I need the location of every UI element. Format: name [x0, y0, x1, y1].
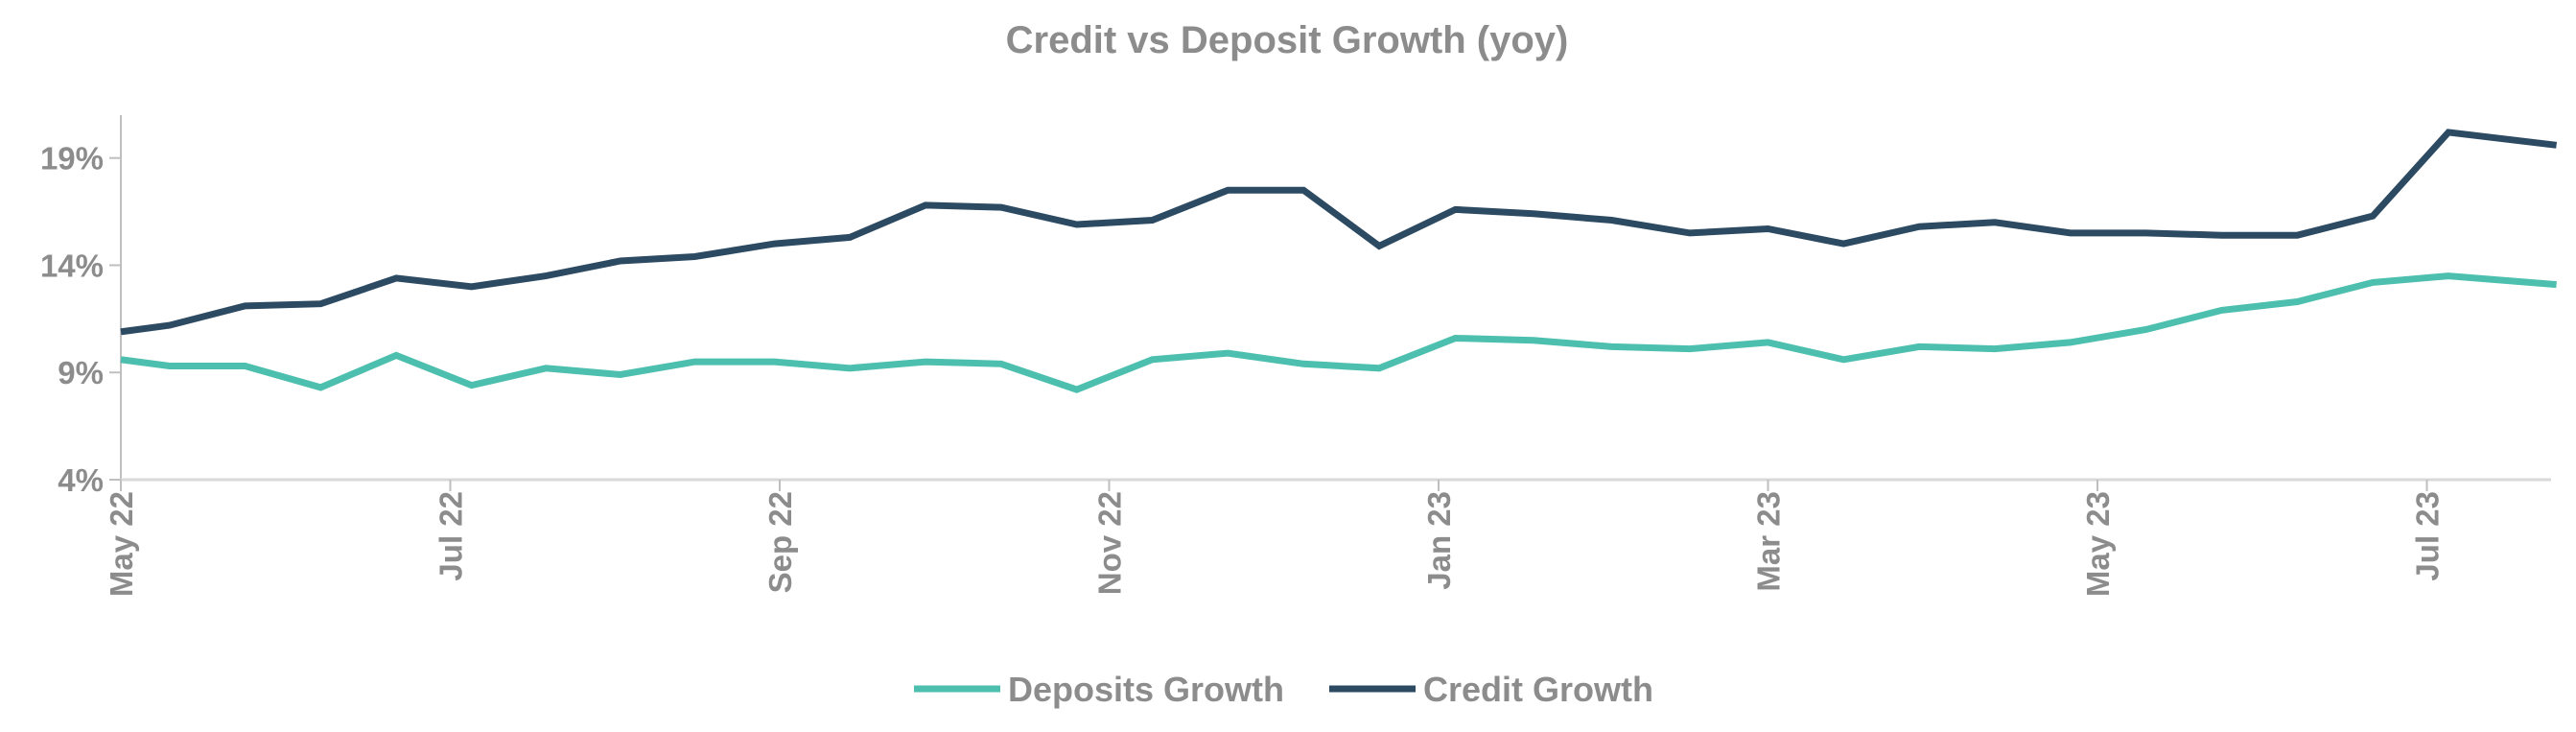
- series-line-deposits-growth: [120, 272, 2557, 393]
- x-tick-label: May 22: [104, 491, 139, 597]
- y-axis-ticks: 4% 9% 14% 19%: [40, 141, 121, 498]
- y-tick-label: 9%: [58, 355, 104, 390]
- legend: Deposits Growth Credit Growth: [914, 670, 1653, 709]
- x-axis-ticks: May 22 Jul 22 Sep 22 Nov 22 Jan 23 Mar 23 May …: [104, 480, 2446, 597]
- y-tick-label: 4%: [58, 462, 104, 498]
- y-tick-label: 14%: [40, 248, 104, 283]
- x-tick-label: Nov 22: [1092, 491, 1128, 595]
- y-tick-label: 19%: [40, 141, 104, 177]
- axes: [120, 115, 2551, 482]
- x-tick-label: May 23: [2080, 491, 2116, 597]
- x-tick-label: Sep 22: [762, 491, 798, 593]
- legend-label-deposits-growth: Deposits Growth: [1008, 670, 1284, 709]
- legend-label-credit-growth: Credit Growth: [1423, 670, 1653, 709]
- chart-title: Credit vs Deposit Growth (yoy): [1006, 19, 1569, 61]
- x-tick-label: Mar 23: [1751, 491, 1787, 592]
- x-tick-label: Jan 23: [1421, 491, 1457, 590]
- x-tick-label: Jul 22: [433, 491, 469, 581]
- series-lines: [120, 129, 2558, 393]
- x-tick-label: Jul 23: [2410, 491, 2446, 581]
- series-line-credit-growth: [120, 129, 2558, 336]
